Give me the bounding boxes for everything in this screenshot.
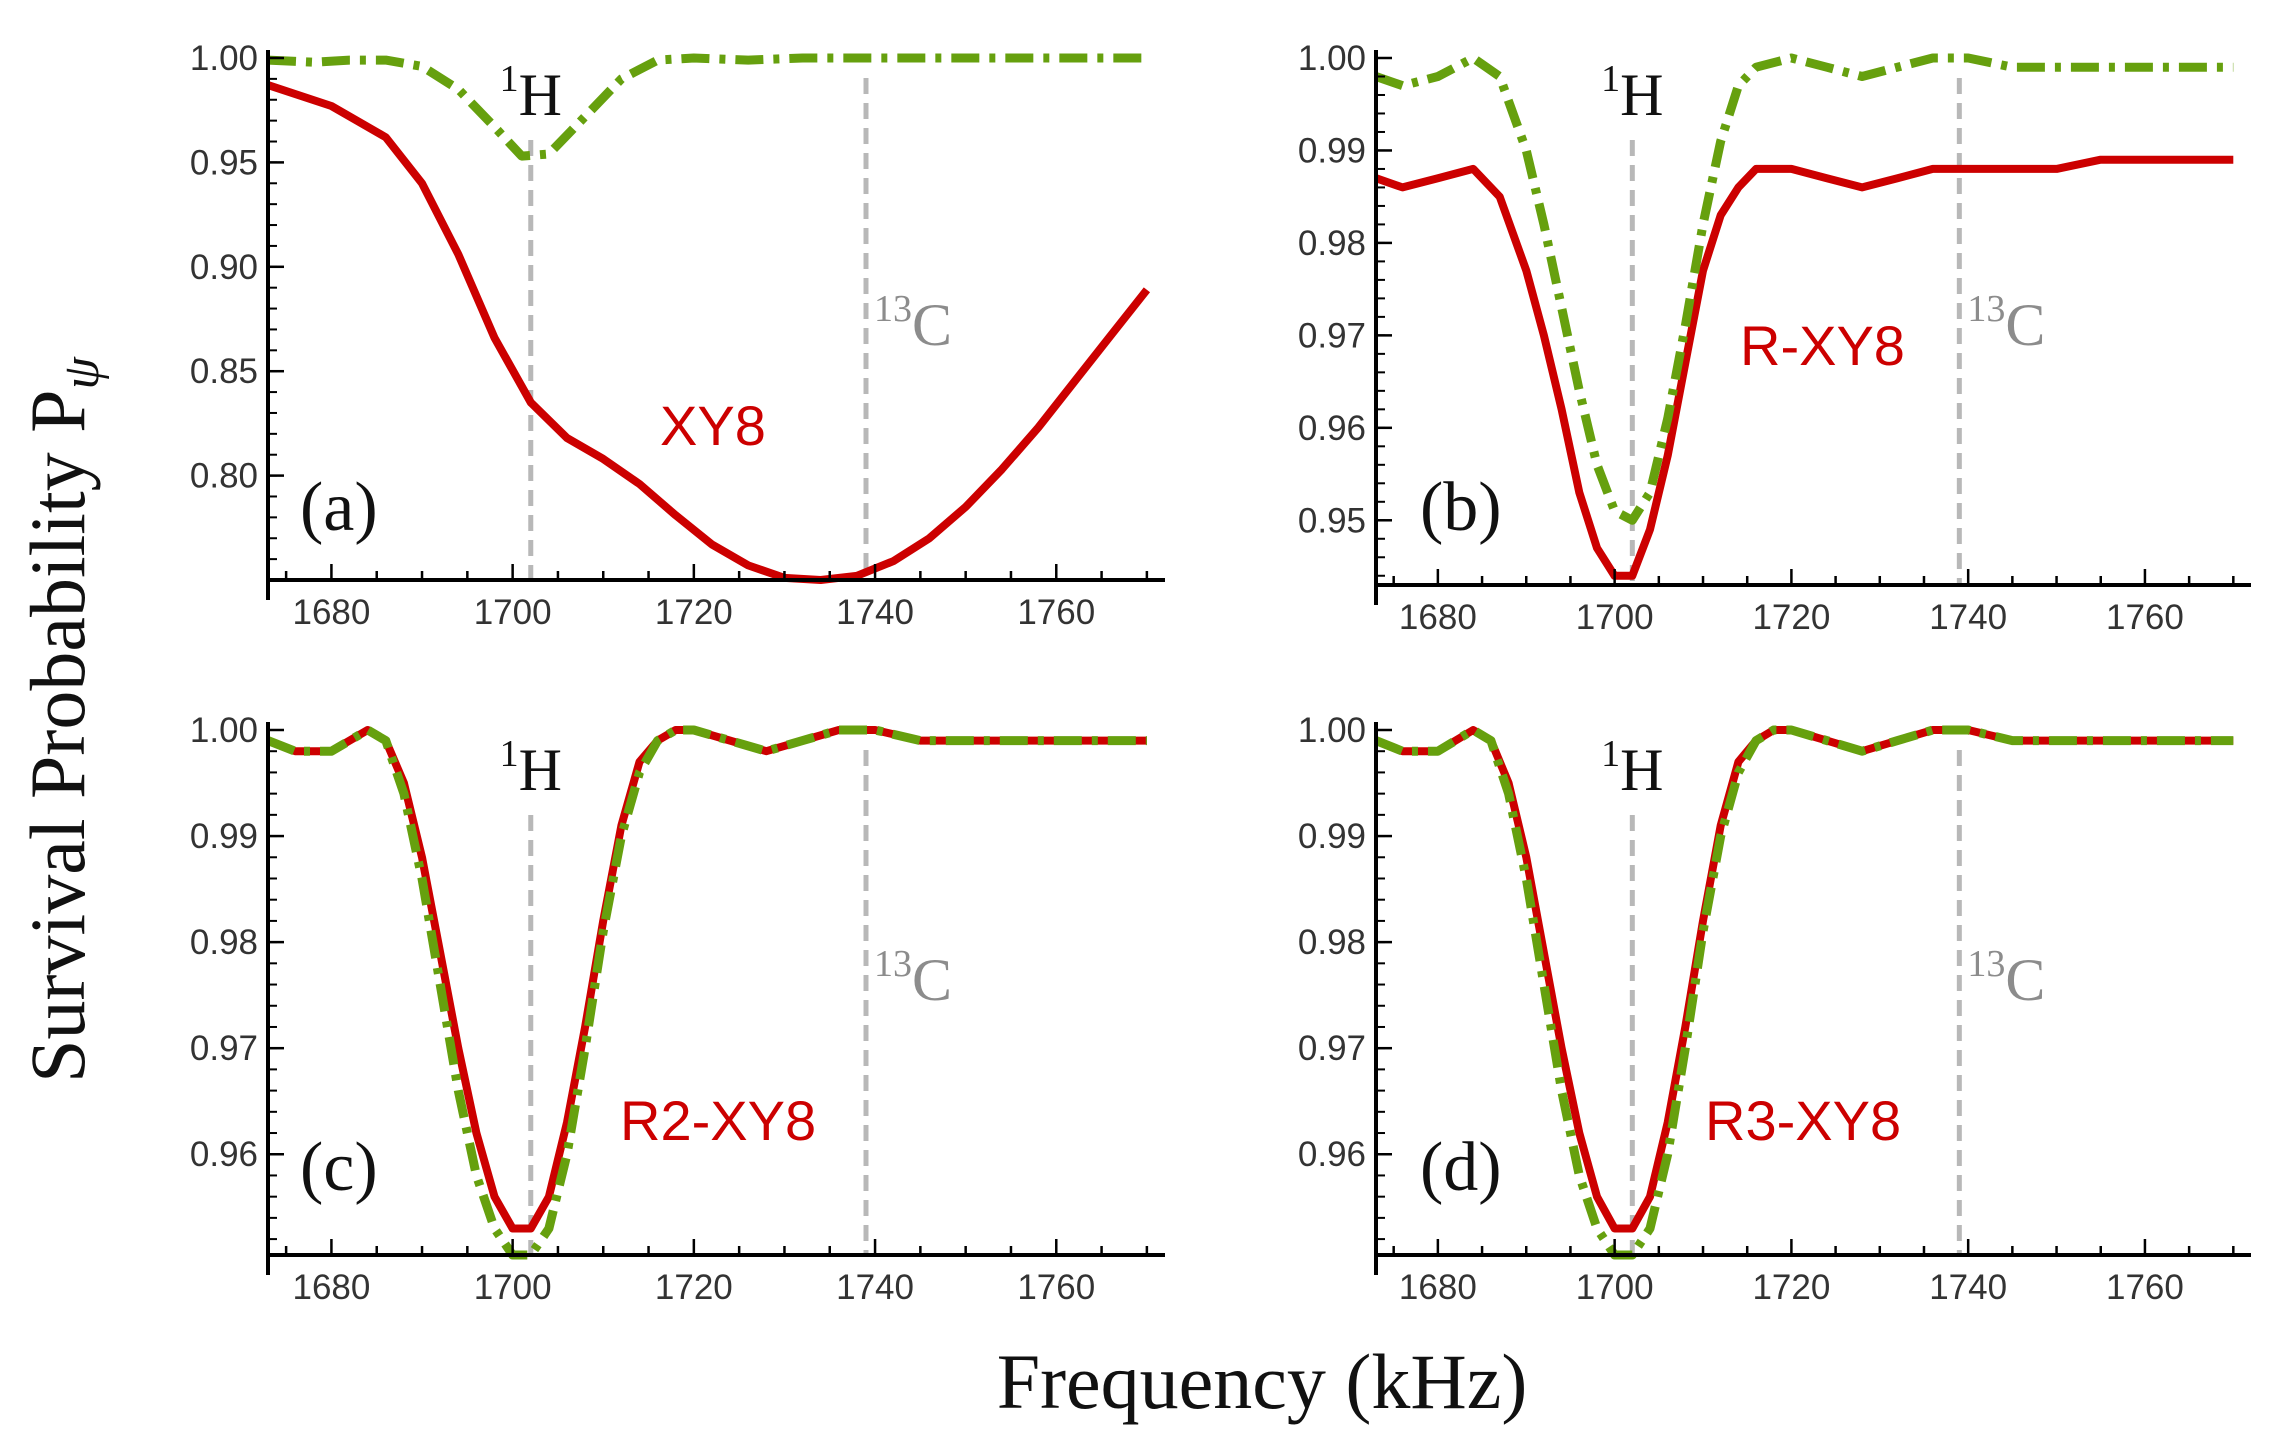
x-tick-label: 1740 (1929, 1268, 2007, 1307)
x-axis-title: Frequency (kHz) (997, 1338, 1528, 1425)
sequence-label: XY8 (660, 394, 766, 457)
x-tick-label: 1680 (1399, 598, 1477, 637)
h-mass-number: 1 (500, 733, 519, 775)
x-tick-label: 1680 (1399, 1268, 1477, 1307)
x-tick-label: 1760 (1017, 593, 1095, 632)
y-tick-label: 0.96 (190, 1135, 258, 1174)
panel-c: 1680 1700 1720 1740 1760 0.96 0.97 0.98 0.99 1.00… (190, 711, 1165, 1307)
y-axis-title-main: Survival Probability P (14, 389, 101, 1082)
y-tick-label: 0.99 (190, 817, 258, 856)
x-tick-label: 1700 (474, 1268, 552, 1307)
series-line-reference (1374, 53, 2234, 525)
series-line-r-xy8 (1374, 155, 2234, 580)
c-nucleus-label: 13C (1967, 288, 2045, 358)
c-mass-number: 13 (874, 943, 912, 985)
y-tick-label: 0.99 (1298, 817, 1366, 856)
x-tick-label: 1740 (1929, 598, 2007, 637)
h-symbol: H (1620, 737, 1663, 803)
series-line-reference (266, 725, 1147, 1260)
panel-a: 1680 1700 1720 1740 1760 0.80 0.85 0.90 0.95 1.00… (190, 39, 1165, 632)
panel-b: 1680 1700 1720 1740 1760 0.95 0.96 0.97 0.98 0.99… (1298, 39, 2251, 637)
series-line-reference (1374, 725, 2234, 1260)
y-axis-title: Survival Probability Pψ (14, 355, 110, 1082)
y-tick-label: 0.85 (190, 352, 258, 391)
panel-label: (d) (1420, 1129, 1502, 1206)
y-tick-label: 0.90 (190, 248, 258, 287)
y-tick-label: 0.96 (1298, 409, 1366, 448)
h-nucleus-label: 1H (1601, 58, 1663, 128)
x-tick-label: 1720 (655, 1268, 733, 1307)
x-tick-label: 1700 (474, 593, 552, 632)
c-nucleus-label: 13C (1967, 943, 2045, 1013)
y-tick-label: 0.95 (190, 143, 258, 182)
y-tick-label: 0.98 (1298, 923, 1366, 962)
x-tick-label: 1720 (1752, 598, 1830, 637)
y-tick-label: 1.00 (1298, 711, 1366, 750)
y-tick-label: 1.00 (190, 711, 258, 750)
x-tick-label: 1700 (1576, 598, 1654, 637)
y-tick-label: 0.80 (190, 457, 258, 496)
sequence-label: R3-XY8 (1705, 1089, 1901, 1152)
h-nucleus-label: 1H (500, 58, 562, 128)
h-mass-number: 1 (1601, 58, 1620, 100)
c-nucleus-label: 13C (874, 943, 952, 1013)
c-mass-number: 13 (874, 288, 912, 330)
c-symbol: C (912, 292, 952, 358)
c-symbol: C (2005, 292, 2045, 358)
panel-label: (a) (300, 469, 378, 546)
h-mass-number: 1 (500, 58, 519, 100)
panel-label: (c) (300, 1129, 378, 1206)
h-symbol: H (519, 62, 562, 128)
x-tick-label: 1680 (292, 1268, 370, 1307)
panel-d: 1680 1700 1720 1740 1760 0.96 0.97 0.98 0.99 1.00… (1298, 711, 2251, 1307)
x-tick-label: 1740 (836, 1268, 914, 1307)
y-tick-label: 1.00 (190, 39, 258, 78)
y-tick-label: 1.00 (1298, 39, 1366, 78)
y-tick-label: 0.97 (190, 1029, 258, 1068)
h-nucleus-label: 1H (1601, 733, 1663, 803)
y-tick-label: 0.96 (1298, 1135, 1366, 1174)
y-tick-label: 0.95 (1298, 501, 1366, 540)
c-symbol: C (912, 947, 952, 1013)
c-symbol: C (2005, 947, 2045, 1013)
h-symbol: H (1620, 62, 1663, 128)
sequence-label: R-XY8 (1740, 314, 1905, 377)
c-nucleus-label: 13C (874, 288, 952, 358)
x-tick-label: 1760 (2106, 598, 2184, 637)
y-tick-label: 0.99 (1298, 131, 1366, 170)
h-mass-number: 1 (1601, 733, 1620, 775)
y-tick-label: 0.97 (1298, 1029, 1366, 1068)
h-nucleus-label: 1H (500, 733, 562, 803)
y-tick-label: 0.98 (1298, 224, 1366, 263)
series-line-reference (267, 53, 1147, 161)
y-axis-title-subscript: ψ (53, 355, 110, 389)
c-mass-number: 13 (1967, 288, 2005, 330)
x-tick-label: 1740 (836, 593, 914, 632)
h-symbol: H (519, 737, 562, 803)
y-tick-label: 0.97 (1298, 316, 1366, 355)
x-tick-label: 1720 (1752, 1268, 1830, 1307)
series-line-xy8 (266, 81, 1151, 584)
y-tick-label: 0.98 (190, 923, 258, 962)
x-tick-label: 1760 (2106, 1268, 2184, 1307)
series-line-r3-xy8 (1374, 726, 2234, 1233)
panel-label: (b) (1420, 469, 1502, 546)
x-tick-label: 1760 (1017, 1268, 1095, 1307)
x-tick-label: 1700 (1576, 1268, 1654, 1307)
c-mass-number: 13 (1967, 943, 2005, 985)
sequence-label: R2-XY8 (620, 1089, 816, 1152)
x-tick-label: 1680 (292, 593, 370, 632)
x-tick-label: 1720 (655, 593, 733, 632)
series-line-r2-xy8 (266, 726, 1147, 1233)
